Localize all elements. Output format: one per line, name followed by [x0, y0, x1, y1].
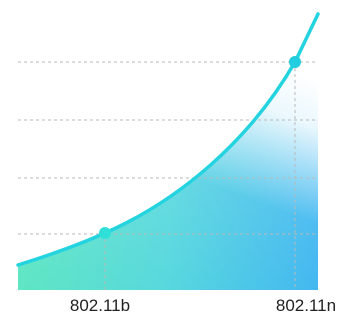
- x-label: 802.11b: [70, 296, 130, 315]
- x-label: 802.11n: [276, 296, 336, 315]
- curve: [16, 12, 320, 267]
- point: [289, 56, 301, 68]
- area-fade: [18, 14, 318, 290]
- point: [99, 227, 111, 239]
